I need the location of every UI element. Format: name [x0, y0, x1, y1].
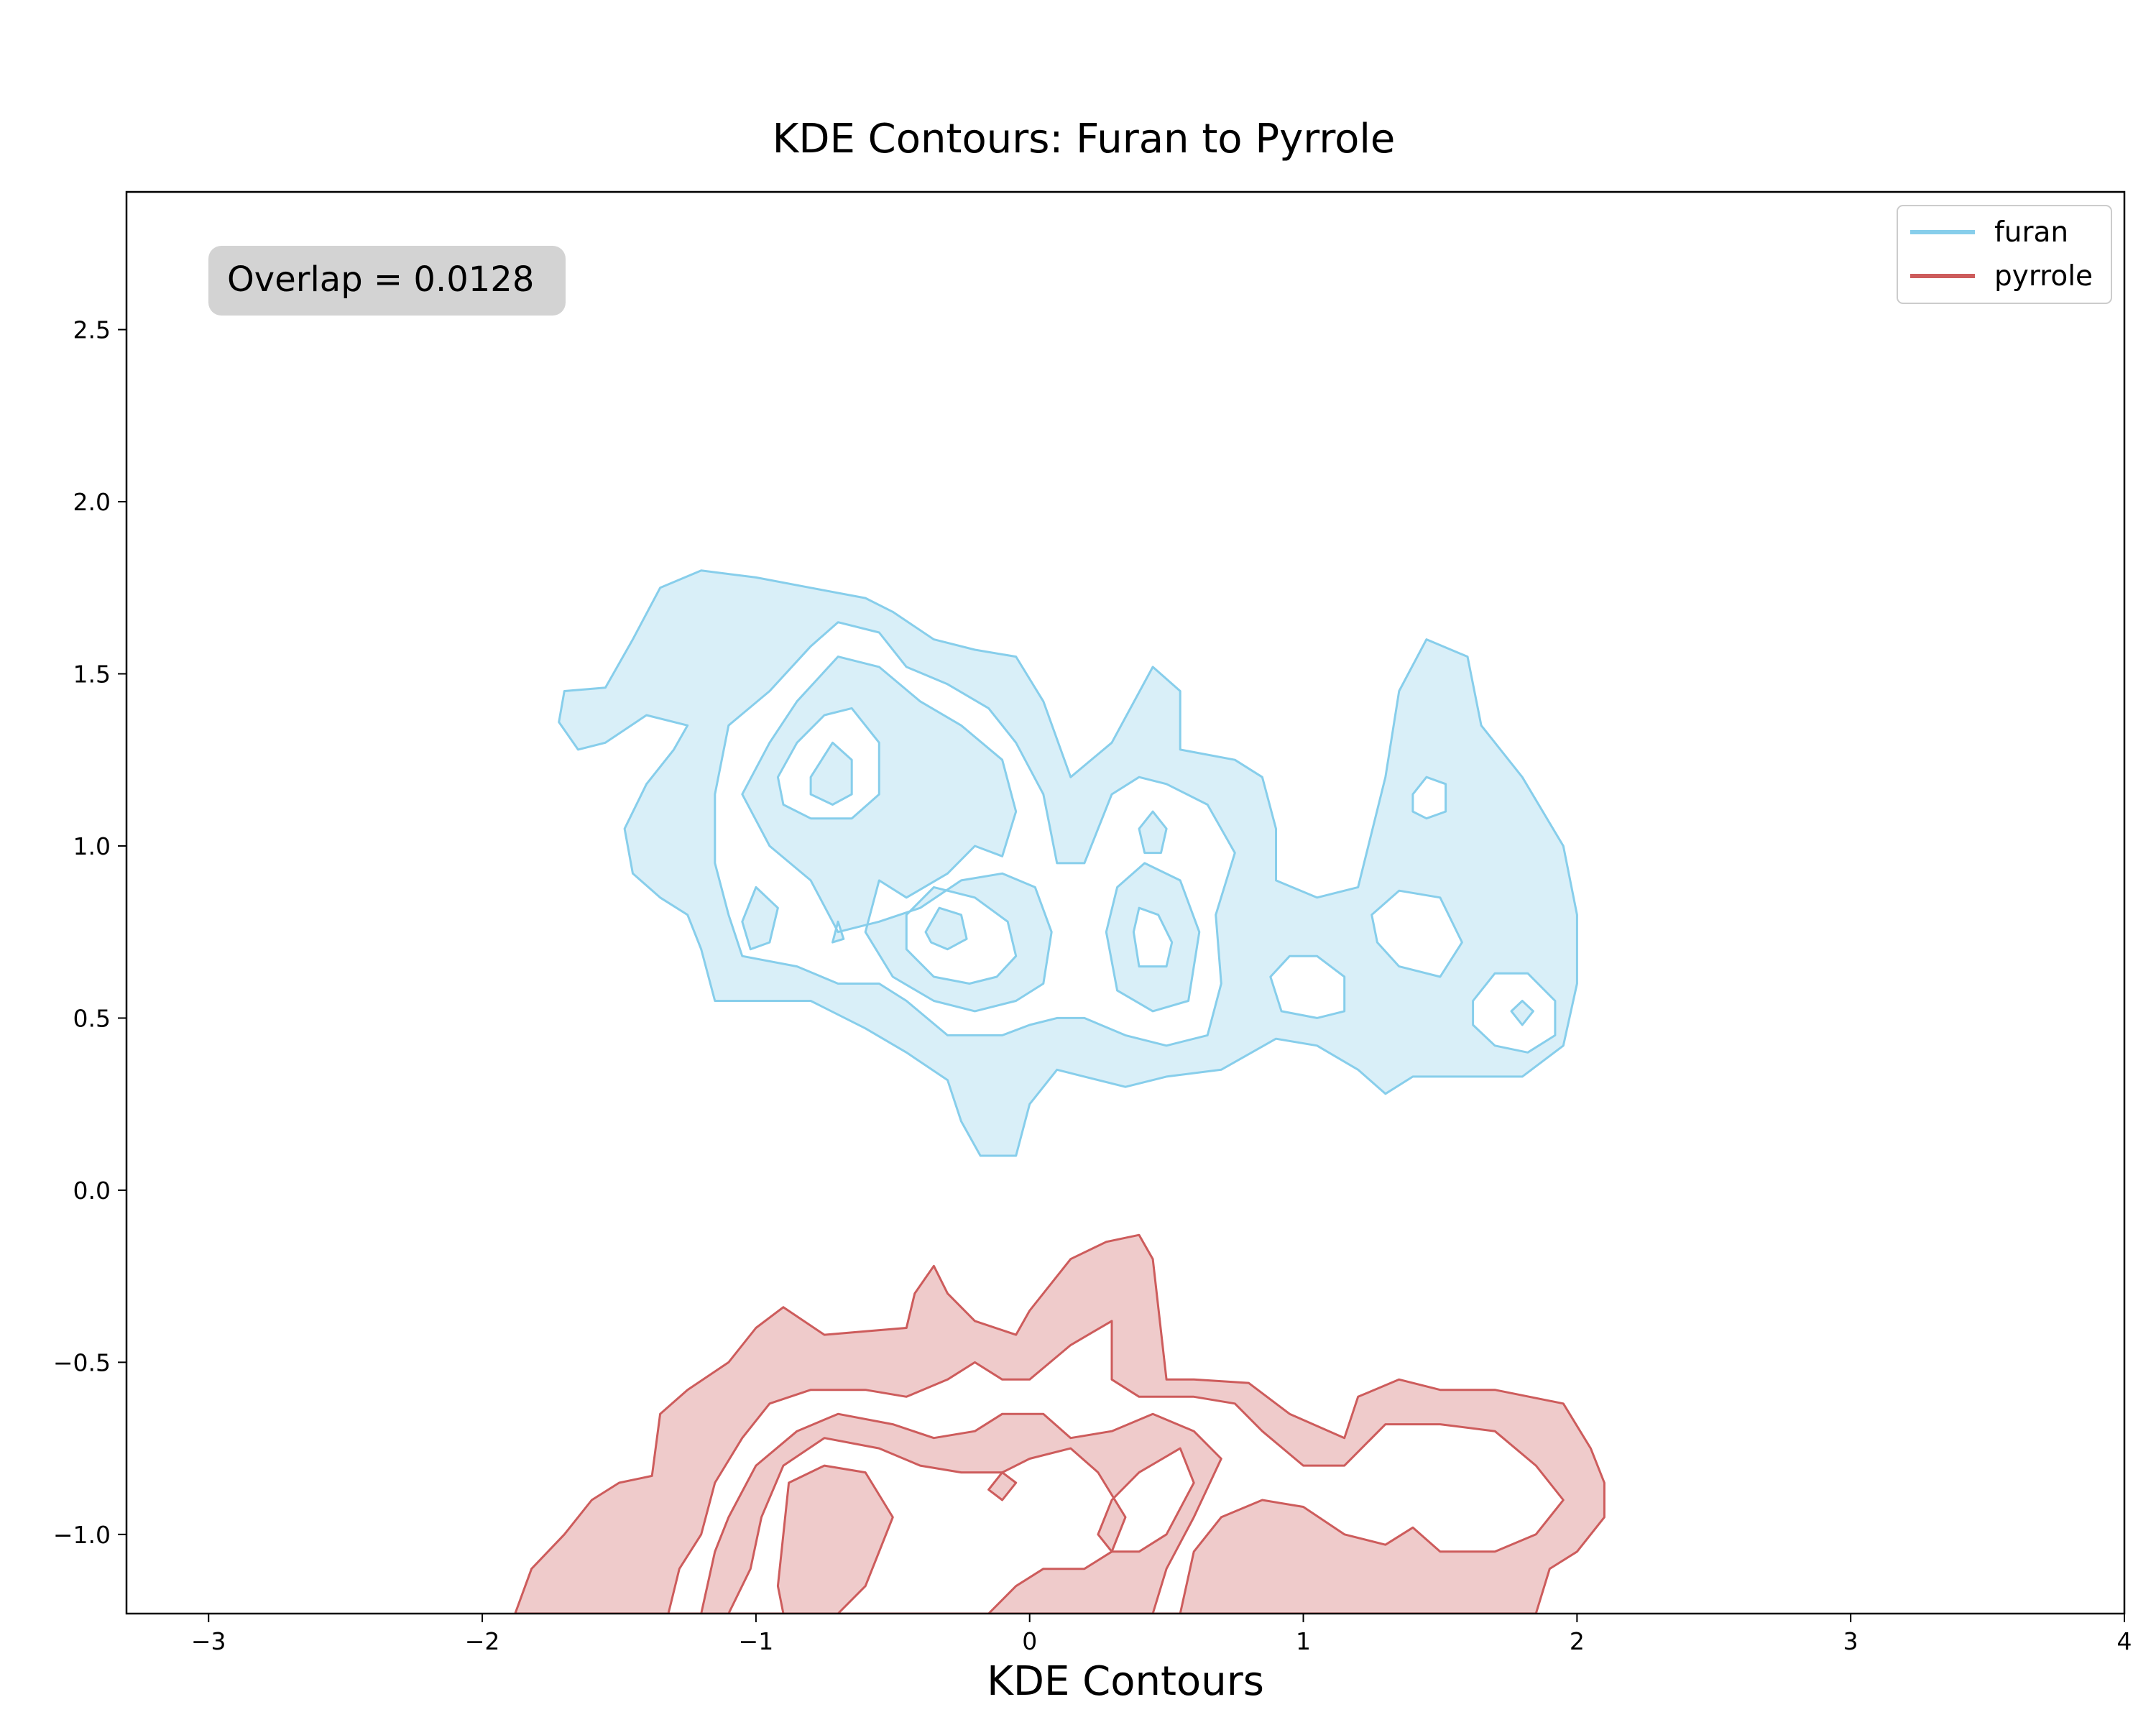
pyrrole-contour-line [987, 1471, 1018, 1501]
x-tick-label: −2 [465, 1627, 500, 1655]
furan-contour-line [558, 569, 1578, 1157]
legend: furan pyrrole [1897, 205, 2112, 304]
pyrrole-contour-line [776, 1464, 894, 1614]
y-tick-label: 0.5 [73, 1004, 111, 1032]
furan-contour-line [1411, 776, 1447, 820]
furan-contour-line [741, 656, 1053, 1013]
x-tick-label: −3 [191, 1627, 226, 1655]
y-tick-label: −1.0 [53, 1521, 111, 1549]
overlap-annotation: Overlap = 0.0128 [208, 246, 566, 316]
plot-frame [125, 190, 2126, 1615]
y-tick-label: 0.0 [73, 1177, 111, 1205]
annotation-text: Overlap = 0.0128 [227, 259, 534, 300]
x-axis: −3 −2 −1 0 1 2 3 4 [191, 1614, 2132, 1655]
furan-contour-line [1370, 889, 1463, 978]
furan-contour-line [1269, 954, 1346, 1019]
furan-contour-line [924, 906, 968, 951]
x-axis-label: KDE Contours [987, 1658, 1264, 1705]
furan-contour-line [714, 621, 1236, 1047]
pyrrole-contour-line [727, 1437, 1127, 1614]
y-tick-label: 2.5 [73, 316, 111, 344]
annotation-box [208, 246, 566, 316]
furan-contour-line [831, 920, 845, 944]
furan-contour-line [1472, 972, 1557, 1054]
furan-contour-line [1138, 810, 1168, 855]
furan-contour-line [1510, 1000, 1534, 1026]
furan-contour-line [776, 707, 880, 820]
furan-contour-line [905, 886, 1018, 985]
x-tick-label: 3 [1843, 1627, 1858, 1655]
x-tick-label: 0 [1022, 1627, 1037, 1655]
x-tick-label: 2 [1570, 1627, 1585, 1655]
legend-label-furan: furan [1994, 216, 2068, 249]
furan-contour-line [1105, 862, 1201, 1013]
furan-contour-line [809, 741, 853, 806]
series-furan [558, 569, 1578, 1157]
y-axis: −1.0 −0.5 0.0 0.5 1.0 1.5 2.0 2.5 [53, 316, 126, 1549]
y-tick-label: 1.5 [73, 661, 111, 689]
series-pyrrole [514, 1233, 1606, 1614]
pyrrole-contour-line [667, 1320, 1565, 1614]
legend-label-pyrrole: pyrrole [1994, 260, 2093, 293]
pyrrole-contour-line [1097, 1447, 1195, 1553]
contour-layer [514, 569, 1606, 1614]
furan-contour-line [1132, 906, 1174, 968]
pyrrole-contour-line [514, 1233, 1606, 1614]
x-tick-label: −1 [739, 1627, 774, 1655]
x-tick-label: 1 [1296, 1627, 1311, 1655]
x-tick-label: 4 [2117, 1627, 2132, 1655]
y-tick-label: 2.0 [73, 488, 111, 516]
y-tick-label: −0.5 [53, 1348, 111, 1376]
pyrrole-contour-line [700, 1412, 1222, 1614]
chart-title: KDE Contours: Furan to Pyrrole [773, 116, 1396, 162]
furan-contour-line [741, 886, 779, 951]
y-tick-label: 1.0 [73, 832, 111, 860]
pyrrole-density-fill [515, 1235, 1605, 1614]
